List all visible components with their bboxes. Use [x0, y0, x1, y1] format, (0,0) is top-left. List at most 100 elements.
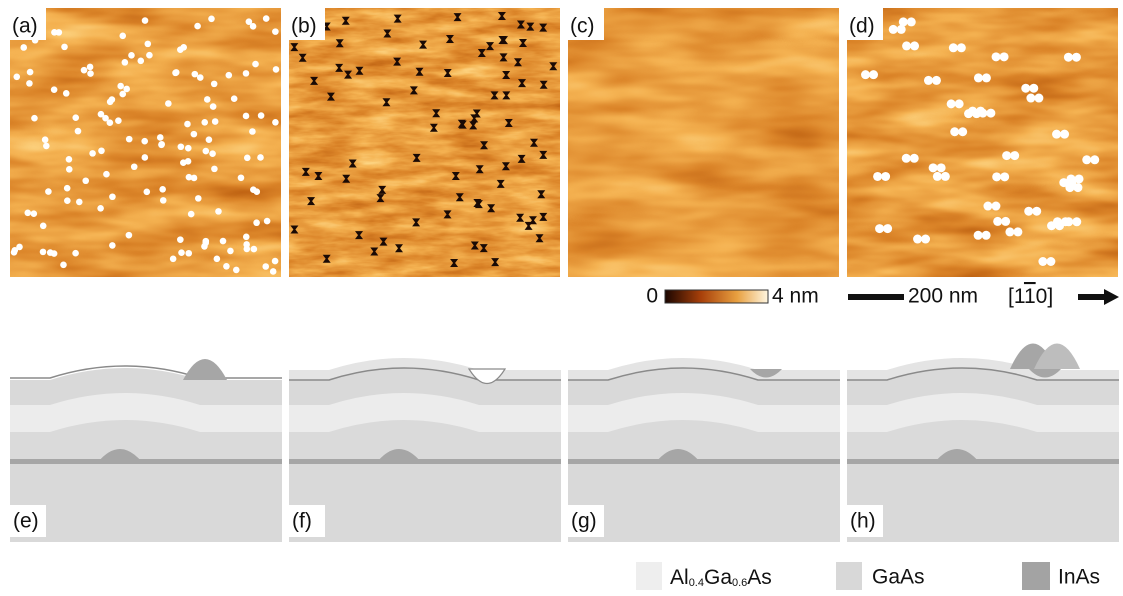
quantum-dot: [184, 120, 191, 128]
quantum-dot: [993, 216, 1003, 226]
quantum-dot: [249, 128, 256, 135]
quantum-dot: [50, 250, 58, 257]
quantum-dot: [185, 249, 193, 257]
buried-dot: [377, 449, 421, 462]
nanohole: [443, 68, 452, 77]
wetting-layer: [289, 459, 561, 464]
quantum-dot: [180, 44, 187, 51]
quantum-dot: [1072, 217, 1082, 227]
quantum-dot: [146, 51, 153, 59]
surface-line: [847, 367, 1119, 381]
direction-label: [110]: [1008, 285, 1053, 308]
quantum-dot: [31, 114, 38, 122]
label-box: [847, 505, 883, 537]
scalebar-label: 200 nm: [908, 285, 978, 308]
nanohole: [487, 204, 496, 213]
quantum-dot: [219, 237, 227, 245]
afm-image: [568, 8, 839, 277]
afm-panel: (b): [289, 8, 560, 277]
nanohole: [517, 154, 526, 163]
quantum-dot: [211, 165, 218, 173]
quantum-dot: [117, 82, 124, 90]
nanohole: [516, 213, 525, 222]
quantum-dot: [62, 90, 70, 97]
nanohole: [326, 92, 335, 101]
colorbar-min: 0: [646, 285, 658, 308]
quantum-dot: [89, 150, 96, 157]
nanohole: [539, 80, 548, 89]
quantum-dot: [883, 224, 893, 234]
nanohole: [516, 20, 525, 29]
nanohole: [497, 12, 506, 21]
quantum-dot: [263, 217, 271, 225]
quantum-dot: [141, 17, 149, 24]
quantum-dot: [999, 52, 1009, 62]
quantum-dot: [1002, 151, 1012, 161]
quantum-dot: [165, 100, 172, 107]
quantum-dot: [16, 243, 23, 251]
quantum-dot: [45, 188, 52, 195]
quantum-dot: [1024, 206, 1034, 216]
nanohole: [344, 70, 353, 79]
direction-close: 0]: [1036, 285, 1054, 308]
quantum-dot: [211, 118, 219, 125]
quantum-dot: [202, 147, 210, 155]
quantum-dot: [141, 137, 149, 145]
quantum-dot: [141, 154, 149, 161]
quantum-dot: [1066, 174, 1076, 184]
quantum-dot: [97, 204, 104, 212]
nanohole: [342, 174, 351, 183]
nanohole: [310, 76, 319, 85]
quantum-dot: [272, 28, 279, 35]
quantum-dot: [205, 136, 213, 144]
quantum-dot: [1005, 227, 1015, 237]
schematic-panel: (g): [568, 358, 840, 542]
quantum-dot: [1038, 256, 1048, 266]
quantum-dot: [26, 68, 34, 76]
quantum-dot: [923, 75, 933, 85]
substrate: [847, 462, 1119, 542]
quantum-dot: [72, 114, 80, 121]
quantum-dot: [242, 112, 250, 120]
quantum-dot: [973, 73, 983, 83]
quantum-dot: [875, 224, 885, 234]
quantum-dot: [1013, 227, 1023, 237]
quantum-dot: [272, 66, 280, 73]
quantum-dot: [272, 118, 279, 126]
quantum-dot: [109, 242, 116, 249]
quantum-dot: [921, 234, 931, 244]
nanohole: [479, 244, 488, 253]
quantum-dot: [39, 222, 47, 230]
quantum-dot: [203, 96, 211, 103]
quantum-dot: [992, 172, 1002, 182]
quantum-dot: [75, 198, 83, 206]
nanohole: [473, 199, 482, 208]
nanohole: [513, 58, 522, 67]
label-box: [10, 505, 46, 537]
quantum-dot: [1032, 206, 1042, 216]
legend-gaas: GaAs: [872, 566, 925, 589]
panel-label: (h): [850, 510, 876, 533]
quantum-dot: [65, 156, 73, 163]
nanohole: [480, 141, 489, 150]
quantum-dot: [958, 127, 968, 137]
colorbar: [664, 289, 769, 304]
buried-dot: [656, 449, 700, 462]
quantum-dot: [144, 40, 152, 48]
quantum-dot: [1055, 221, 1065, 231]
panel-label: (a): [12, 15, 38, 38]
quantum-dot: [187, 210, 195, 218]
quantum-dot: [1010, 151, 1020, 161]
quantum-dot: [39, 248, 47, 256]
gaas-layer: [10, 420, 282, 462]
schematic-panel: (f): [289, 358, 561, 542]
quantum-dot: [973, 230, 983, 240]
nanohole: [301, 167, 310, 176]
nanohole: [290, 43, 299, 52]
colorbar-max: 4 nm: [772, 285, 819, 308]
buried-dot: [935, 449, 979, 462]
legend-al-sub: 0.4: [689, 577, 704, 589]
quantum-dot: [245, 18, 253, 25]
quantum-dot: [196, 74, 204, 81]
quantum-dot: [902, 41, 912, 51]
